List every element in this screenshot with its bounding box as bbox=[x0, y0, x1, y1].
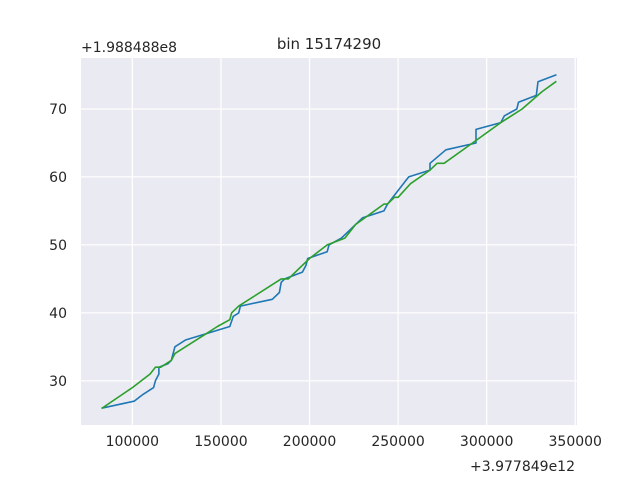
chart-title: bin 15174290 bbox=[277, 35, 381, 53]
series-line-2 bbox=[101, 80, 557, 410]
y-tick-label: 40 bbox=[49, 306, 67, 322]
x-tick-label: 100000 bbox=[106, 434, 159, 450]
plot-background bbox=[81, 58, 577, 425]
y-tick-label: 70 bbox=[49, 102, 67, 118]
x-offset-label: +3.977849e12 bbox=[470, 459, 575, 475]
x-tick-label: 350000 bbox=[549, 434, 602, 450]
x-axis-ticks: 100000 150000 200000 250000 300000 350000 bbox=[106, 434, 602, 450]
y-tick-label: 30 bbox=[49, 374, 67, 390]
y-tick-label: 50 bbox=[49, 238, 67, 254]
x-tick-label: 250000 bbox=[371, 434, 424, 450]
x-tick-label: 200000 bbox=[283, 434, 336, 450]
y-offset-label: +1.988488e8 bbox=[81, 40, 177, 56]
y-tick-label: 60 bbox=[49, 170, 67, 186]
x-tick-label: 300000 bbox=[460, 434, 513, 450]
series-group bbox=[101, 73, 557, 410]
series-line-1 bbox=[101, 73, 557, 409]
x-tick-label: 150000 bbox=[194, 434, 247, 450]
y-axis-ticks: 30 40 50 60 70 bbox=[49, 102, 67, 390]
